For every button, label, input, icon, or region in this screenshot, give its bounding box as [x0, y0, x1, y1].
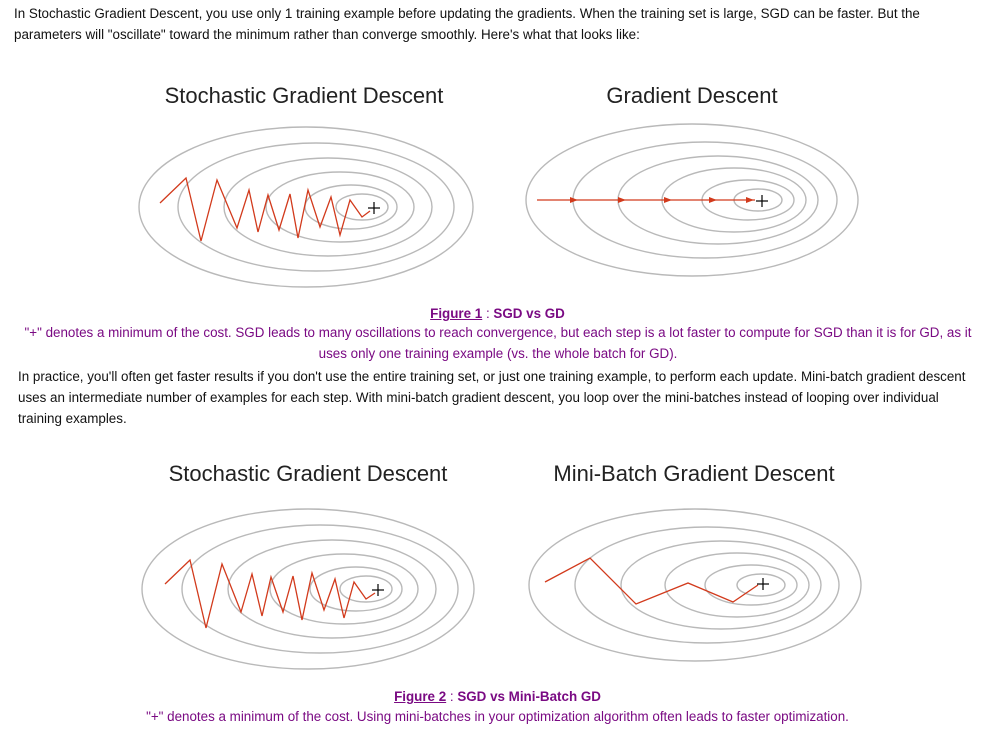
figure1-caption-text: "+" denotes a minimum of the cost. SGD l…	[24, 325, 972, 361]
middle-paragraph: In practice, you'll often get faster res…	[18, 369, 966, 426]
gd-panel: Gradient Descent	[525, 83, 859, 277]
contour-ellipses	[141, 508, 475, 670]
contour-ellipses	[528, 508, 862, 662]
minibatch-title: Mini-Batch Gradient Descent	[553, 461, 834, 486]
plus-marker	[757, 578, 769, 590]
figure2-link[interactable]: Figure 2	[394, 689, 447, 704]
figure2-label: SGD vs Mini-Batch GD	[457, 689, 601, 704]
figure1-sep: :	[482, 306, 494, 321]
figure2-sep: :	[446, 689, 458, 704]
figure1-link[interactable]: Figure 1	[430, 306, 483, 321]
gd-arrowheads	[570, 197, 754, 203]
minibatch-path	[544, 557, 759, 605]
sgd-path-2	[164, 558, 376, 629]
plus-marker	[756, 195, 768, 207]
intro-paragraph: In Stochastic Gradient Descent, you use …	[14, 6, 920, 42]
sgd-panel: Stochastic Gradient Descent	[141, 461, 475, 670]
figure1-diagram: Stochastic Gradient Descent Gradient Des…	[138, 83, 859, 288]
figure1-caption: Figure 1 : SGD vs GD	[0, 303, 995, 324]
sgd-panel: Stochastic Gradient Descent	[138, 83, 474, 288]
minibatch-panel: Mini-Batch Gradient Descent	[528, 461, 862, 662]
figure1-label: SGD vs GD	[493, 306, 565, 321]
contour-ellipses	[138, 126, 474, 288]
sgd-title-2: Stochastic Gradient Descent	[169, 461, 448, 486]
plus-marker	[368, 202, 380, 214]
plus-marker	[372, 584, 384, 596]
figure2-caption: Figure 2 : SGD vs Mini-Batch GD	[0, 686, 995, 707]
sgd-title: Stochastic Gradient Descent	[165, 83, 444, 108]
figure2-caption-text: "+" denotes a minimum of the cost. Using…	[146, 709, 849, 724]
sgd-path	[159, 176, 371, 242]
figure2-diagram: Stochastic Gradient Descent Mini-Batch G…	[141, 461, 862, 670]
gd-title: Gradient Descent	[606, 83, 777, 108]
